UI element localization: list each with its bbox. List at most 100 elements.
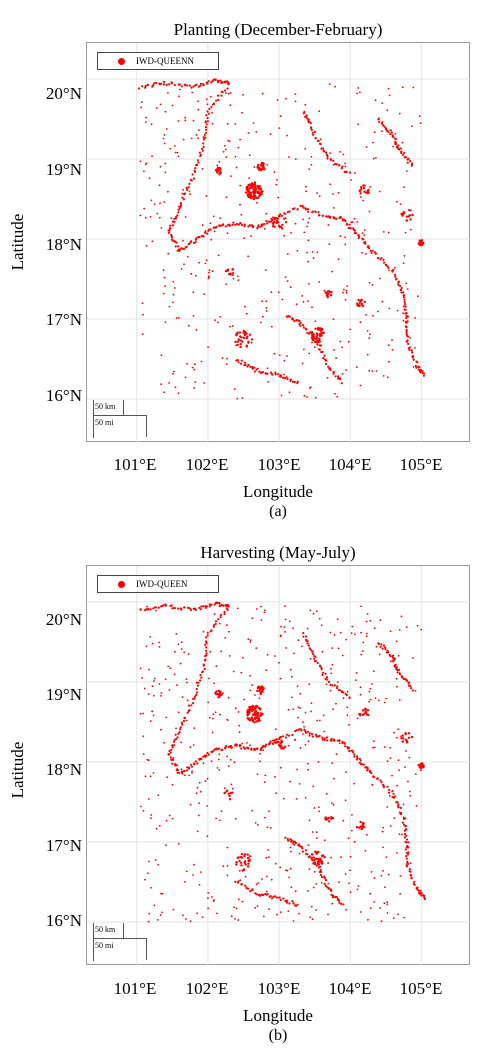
detection-point xyxy=(237,146,240,149)
detection-point xyxy=(338,881,340,884)
detection-point xyxy=(247,188,250,191)
detection-point xyxy=(234,743,237,746)
detection-point xyxy=(283,745,287,748)
detection-point xyxy=(337,375,340,378)
detection-point xyxy=(289,379,292,382)
detection-point xyxy=(339,631,342,634)
detection-point xyxy=(298,728,301,731)
detection-point xyxy=(255,201,258,204)
detection-point xyxy=(148,177,151,180)
detection-point xyxy=(205,123,208,126)
detection-point xyxy=(349,891,352,894)
detection-point xyxy=(408,867,411,871)
detection-point xyxy=(356,756,359,760)
detection-point xyxy=(323,877,326,880)
detection-point xyxy=(359,300,362,303)
detection-point xyxy=(286,837,289,841)
detection-point xyxy=(316,862,320,865)
detection-point xyxy=(382,644,386,647)
detection-point xyxy=(338,742,341,745)
detection-point xyxy=(218,601,221,605)
detection-point xyxy=(189,608,192,612)
detection-point xyxy=(341,740,344,744)
detection-point xyxy=(181,696,184,699)
detection-point xyxy=(183,263,185,266)
detection-point xyxy=(374,99,377,102)
detection-point xyxy=(369,687,372,690)
detection-point xyxy=(195,792,198,795)
detection-point xyxy=(237,223,240,226)
detection-point xyxy=(210,760,213,763)
detection-point xyxy=(404,156,407,159)
y-tick-label: 20°N xyxy=(45,610,82,629)
detection-point xyxy=(150,123,153,126)
detection-point xyxy=(402,312,404,315)
detection-point xyxy=(287,744,290,747)
detection-point xyxy=(272,739,275,742)
detection-point xyxy=(242,656,244,659)
detection-point xyxy=(144,121,147,123)
detection-point xyxy=(160,227,163,229)
detection-point xyxy=(327,820,331,823)
detection-point xyxy=(314,210,316,213)
detection-point xyxy=(305,635,308,638)
detection-point xyxy=(332,708,334,711)
detection-point xyxy=(198,261,200,264)
detection-point xyxy=(411,213,414,217)
detection-point xyxy=(339,151,341,153)
detection-point xyxy=(159,103,162,106)
detection-point xyxy=(359,192,362,195)
detection-point xyxy=(225,363,228,366)
detection-point xyxy=(360,605,362,608)
detection-point xyxy=(419,371,422,374)
detection-point xyxy=(281,746,284,749)
detection-point xyxy=(341,165,344,168)
detection-point xyxy=(406,865,409,868)
detection-point xyxy=(158,645,161,648)
detection-point xyxy=(201,671,204,674)
detection-point xyxy=(177,711,180,714)
detection-point xyxy=(141,333,144,335)
detection-point xyxy=(363,229,366,231)
detection-point xyxy=(254,694,256,696)
detection-point xyxy=(221,692,224,695)
detection-point xyxy=(144,878,146,881)
detection-point xyxy=(283,626,286,628)
detection-point xyxy=(192,874,194,876)
detection-point xyxy=(163,201,166,203)
detection-point xyxy=(270,897,274,900)
detection-point xyxy=(145,162,148,164)
detection-point xyxy=(158,641,160,644)
detection-point xyxy=(319,868,322,872)
detection-point xyxy=(252,194,255,197)
detection-point xyxy=(369,333,371,336)
detection-point xyxy=(273,225,276,228)
detection-point xyxy=(402,823,406,826)
detection-point xyxy=(304,148,307,150)
detection-point xyxy=(194,363,196,366)
detection-point xyxy=(350,829,353,832)
detection-point xyxy=(388,653,391,657)
detection-point xyxy=(419,889,422,892)
detection-point xyxy=(360,186,363,189)
detection-point xyxy=(214,622,217,626)
detection-point xyxy=(284,212,287,215)
detection-point xyxy=(403,836,406,839)
detection-point xyxy=(311,735,314,738)
detection-point xyxy=(233,388,236,390)
detection-point xyxy=(146,608,149,611)
detection-point xyxy=(148,860,150,863)
detection-point xyxy=(407,780,409,783)
detection-point xyxy=(174,245,177,248)
legend-marker-icon xyxy=(118,58,125,65)
legend: IWD-QUEEN xyxy=(97,575,219,593)
detection-point xyxy=(303,394,306,397)
detection-point xyxy=(265,890,268,893)
detection-point xyxy=(305,208,308,211)
detection-point xyxy=(314,320,317,322)
detection-point xyxy=(338,901,341,904)
detection-point xyxy=(260,223,264,226)
detection-point xyxy=(253,721,256,724)
detection-point xyxy=(179,248,182,251)
detection-point xyxy=(314,660,317,663)
